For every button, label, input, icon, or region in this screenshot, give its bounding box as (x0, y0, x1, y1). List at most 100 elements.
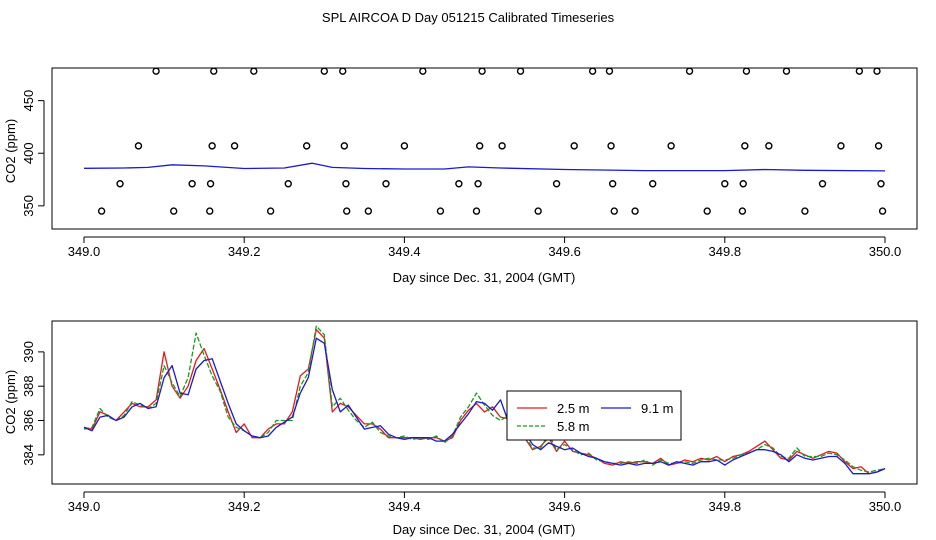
data-point (588, 67, 597, 75)
data-point (685, 67, 694, 75)
x-tick-label: 349.4 (388, 244, 421, 259)
y-tick-label: 350 (21, 195, 36, 217)
y-tick-label: 400 (21, 142, 36, 164)
data-point (877, 180, 885, 188)
data-point (210, 67, 218, 75)
series-line-2-5-m (83, 328, 886, 475)
data-point (631, 207, 639, 215)
legend-label-9-1m: 9.1 m (641, 401, 674, 416)
data-point (801, 207, 809, 215)
series-line-9-1-m (83, 337, 886, 475)
top-x-axis-label: Day since Dec. 31, 2004 (GMT) (393, 270, 576, 285)
data-point (320, 67, 328, 75)
data-point (206, 180, 215, 188)
bottom-panel: Day since Dec. 31, 2004 (GMT) CO2 (ppm) … (3, 320, 918, 537)
x-tick-label: 350.0 (869, 244, 902, 259)
legend-label-2-5m: 2.5 m (557, 401, 590, 416)
data-point (206, 207, 214, 215)
data-point (478, 67, 486, 75)
data-point (419, 67, 427, 75)
data-point (188, 180, 196, 188)
data-point (703, 207, 711, 215)
data-point (649, 180, 657, 188)
data-point (455, 180, 463, 188)
bottom-plot-frame (51, 320, 918, 485)
data-point (474, 180, 482, 188)
x-tick-label: 349.2 (228, 244, 261, 259)
x-tick-label: 349.6 (548, 499, 581, 514)
legend: 2.5 m 5.8 m 9.1 m (506, 390, 682, 441)
data-point (498, 142, 506, 150)
data-point (878, 207, 887, 215)
x-tick-label: 349.0 (68, 244, 101, 259)
data-point (534, 207, 542, 215)
x-tick-label: 349.0 (68, 499, 101, 514)
top-points (97, 67, 887, 215)
data-point (721, 180, 729, 188)
data-point (516, 67, 525, 75)
figure-title: SPL AIRCOA D Day 051215 Calibrated Times… (322, 10, 615, 25)
data-point (782, 67, 791, 75)
bottom-x-axis-label: Day since Dec. 31, 2004 (GMT) (393, 522, 576, 537)
x-tick-label: 349.6 (548, 244, 581, 259)
data-point (152, 67, 160, 75)
bottom-series (83, 325, 886, 475)
top-series (83, 162, 886, 172)
data-point (340, 142, 349, 150)
data-point (302, 142, 311, 150)
data-point (667, 142, 675, 150)
x-tick-label: 349.8 (709, 244, 742, 259)
data-point (607, 142, 615, 150)
data-point (284, 180, 292, 188)
x-tick-label: 349.8 (709, 499, 742, 514)
data-point (742, 67, 751, 75)
data-point (208, 142, 216, 150)
x-tick-label: 349.4 (388, 499, 421, 514)
data-point (874, 142, 883, 150)
data-point (739, 180, 747, 188)
data-point (342, 180, 350, 188)
data-point (250, 67, 258, 75)
data-point (765, 142, 773, 150)
data-point (818, 180, 827, 188)
data-point (610, 207, 618, 215)
data-point (738, 207, 747, 215)
legend-label-5-8m: 5.8 m (557, 419, 590, 434)
data-point (339, 67, 347, 75)
data-point (837, 142, 845, 150)
data-point (855, 67, 864, 75)
y-tick-label: 386 (21, 410, 36, 432)
data-point (436, 207, 445, 215)
top-plot-frame (51, 67, 918, 230)
data-point (475, 142, 484, 150)
x-tick-label: 350.0 (869, 499, 902, 514)
data-point (570, 142, 578, 150)
data-point (343, 207, 351, 215)
data-point (605, 67, 614, 75)
data-point (400, 142, 409, 150)
top-y-axis-label: CO2 (ppm) (3, 119, 18, 183)
legend-box (506, 390, 682, 441)
data-point (382, 180, 390, 188)
bottom-axes: 349.0 349.2 349.4 349.6 349.8 350.0 384 386 388 3… (21, 341, 901, 514)
data-point (364, 207, 373, 215)
y-tick-label: 390 (21, 341, 36, 363)
data-point (608, 180, 617, 188)
data-point (134, 142, 143, 150)
x-tick-label: 349.2 (228, 499, 261, 514)
series-line-5-8-m (83, 325, 886, 473)
y-tick-label: 388 (21, 375, 36, 397)
data-point (116, 180, 124, 188)
data-point (741, 142, 749, 150)
y-tick-label: 450 (21, 90, 36, 112)
data-point (873, 67, 881, 75)
data-point (230, 142, 239, 150)
series-line-baseline (83, 162, 886, 172)
bottom-y-axis-label: CO2 (ppm) (3, 370, 18, 434)
top-axes: 349.0 349.2 349.4 349.6 349.8 350.0 350 400 450 (21, 90, 901, 259)
data-point (472, 207, 481, 215)
data-point (552, 180, 561, 188)
data-point (97, 207, 106, 215)
top-panel: Day since Dec. 31, 2004 (GMT) CO2 (ppm) … (3, 67, 918, 285)
